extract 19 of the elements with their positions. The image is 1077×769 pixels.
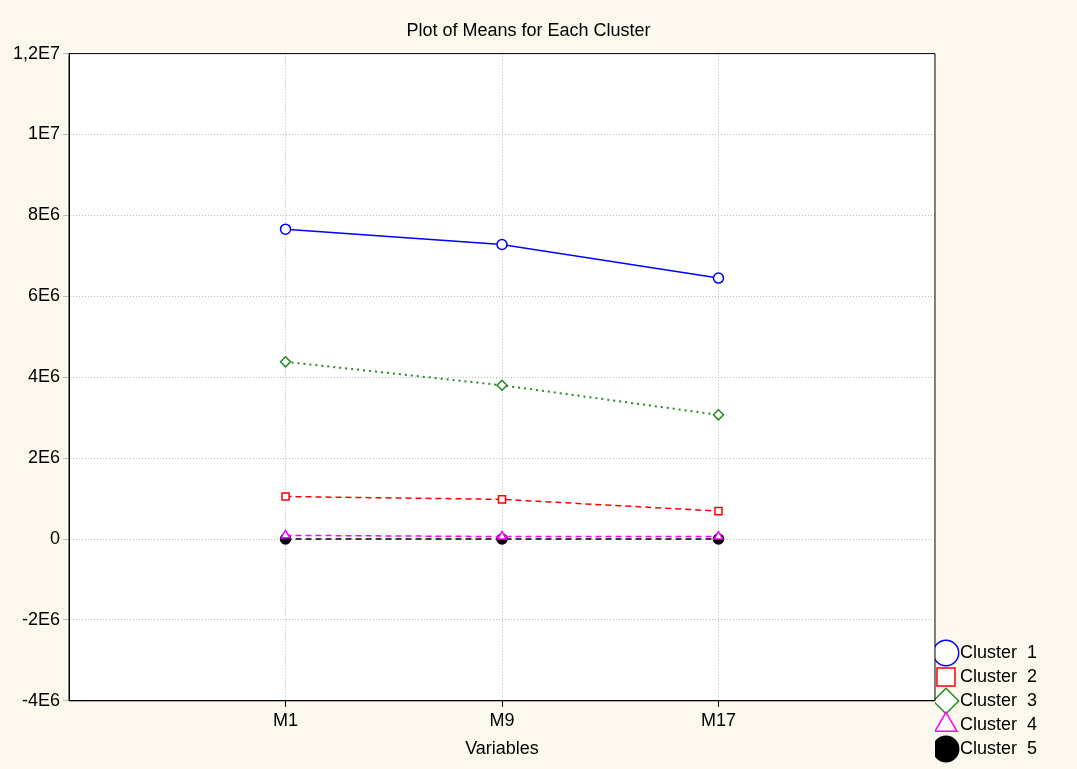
y-tick-label: 1,2E7 (12, 42, 61, 63)
legend-label: Cluster 4 (959, 713, 1037, 734)
y-tick-label: 4E6 (28, 366, 61, 387)
y-tick-label: 6E6 (28, 285, 61, 306)
legend-label: Cluster 3 (959, 689, 1037, 710)
chart-title: Plot of Means for Each Cluster (406, 19, 651, 40)
x-tick-label: M1 (273, 709, 299, 730)
y-tick-label: 1E7 (28, 123, 61, 144)
x-tick-label: M9 (489, 709, 515, 730)
legend-label: Cluster 2 (959, 665, 1037, 686)
legend-label: Cluster 1 (959, 641, 1037, 662)
y-tick-label: 0 (50, 527, 61, 548)
x-tick-label: M17 (700, 709, 736, 730)
legend-label: Cluster 5 (959, 737, 1037, 758)
y-tick-label: -2E6 (22, 608, 61, 629)
y-tick-label: -4E6 (22, 689, 61, 710)
y-tick-label: 2E6 (28, 447, 61, 468)
x-axis-title: Variables (465, 738, 539, 759)
y-tick-label: 8E6 (28, 204, 61, 225)
